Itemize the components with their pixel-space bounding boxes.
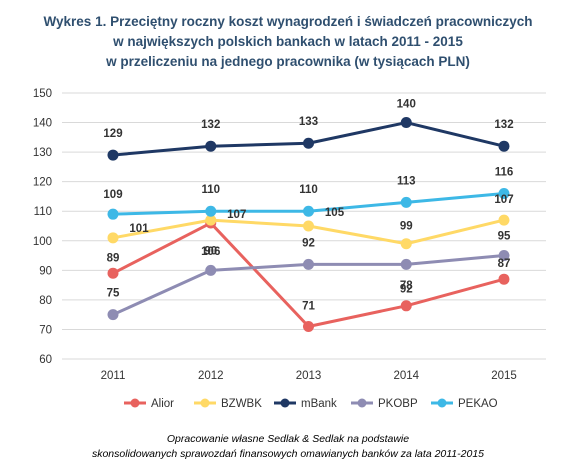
data-point-pekao bbox=[205, 205, 217, 217]
data-label-pkobp: 95 bbox=[498, 231, 511, 243]
chart-title: Wykres 1. Przeciętny roczny koszt wynagr… bbox=[0, 12, 576, 72]
data-point-bzwbk bbox=[107, 232, 119, 244]
legend-label-pekao: PEKAO bbox=[458, 398, 498, 410]
data-label-alior: 106 bbox=[201, 246, 220, 258]
legend-marker-pekao bbox=[437, 398, 447, 408]
y-tick-label: 140 bbox=[33, 118, 52, 130]
data-label-pkobp: 92 bbox=[302, 237, 315, 249]
data-point-alior bbox=[498, 273, 510, 285]
legend-label-alior: Alior bbox=[151, 398, 174, 410]
data-point-bzwbk bbox=[205, 214, 217, 226]
data-point-pkobp bbox=[107, 309, 119, 321]
y-tick-label: 120 bbox=[33, 177, 52, 189]
data-label-pkobp: 92 bbox=[400, 283, 413, 295]
source-note-line-1: Opracowanie własne Sedlak & Sedlak na po… bbox=[166, 433, 410, 445]
chart-title-line-2: w największych polskich bankach w latach… bbox=[113, 34, 463, 49]
data-label-bzwbk: 107 bbox=[494, 194, 513, 206]
y-tick-label: 110 bbox=[34, 206, 52, 218]
data-point-pekao bbox=[107, 208, 119, 220]
x-tick-label: 2014 bbox=[393, 370, 419, 382]
data-label-pekao: 116 bbox=[495, 166, 514, 178]
data-point-mbank bbox=[400, 117, 412, 129]
data-point-bzwbk bbox=[303, 220, 314, 232]
source-note: Opracowanie własne Sedlak & Sedlak na po… bbox=[0, 432, 576, 462]
y-tick-label: 80 bbox=[39, 295, 52, 307]
x-tick-label: 2012 bbox=[198, 370, 224, 382]
data-point-pkobp bbox=[205, 264, 217, 276]
y-tick-label: 70 bbox=[39, 324, 52, 336]
data-point-mbank bbox=[107, 149, 119, 161]
data-point-pkobp bbox=[498, 250, 510, 262]
data-label-pekao: 110 bbox=[201, 184, 220, 196]
legend-marker-bzwbk bbox=[200, 398, 210, 408]
source-note-line-2: skonsolidowanych sprawozdań finansowych … bbox=[91, 448, 485, 460]
data-label-alior: 71 bbox=[302, 300, 315, 312]
data-label-alior: 78 bbox=[400, 280, 413, 292]
data-point-mbank bbox=[205, 140, 217, 152]
chart-title-line-1: Wykres 1. Przeciętny roczny koszt wynagr… bbox=[43, 14, 533, 29]
data-label-mbank: 132 bbox=[201, 119, 220, 131]
y-tick-label: 60 bbox=[39, 354, 52, 366]
y-tick-label: 150 bbox=[33, 88, 52, 100]
data-point-pkobp bbox=[400, 258, 412, 270]
data-label-alior: 89 bbox=[107, 252, 120, 264]
data-label-mbank: 140 bbox=[397, 99, 416, 111]
data-label-alior: 87 bbox=[498, 258, 511, 270]
data-point-bzwbk bbox=[498, 214, 510, 226]
data-label-mbank: 129 bbox=[103, 128, 122, 140]
y-tick-label: 100 bbox=[33, 236, 52, 248]
legend-label-pkobp: PKOBP bbox=[378, 398, 418, 410]
data-label-bzwbk: 99 bbox=[400, 221, 413, 233]
y-tick-label: 90 bbox=[39, 265, 52, 277]
legend-label-mbank: mBank bbox=[301, 398, 337, 410]
data-point-alior bbox=[303, 320, 314, 332]
data-point-alior bbox=[400, 300, 412, 312]
data-label-pekao: 109 bbox=[103, 189, 122, 201]
data-label-bzwbk: 105 bbox=[325, 207, 345, 219]
data-label-pkobp: 90 bbox=[204, 245, 217, 257]
x-tick-label: 2013 bbox=[296, 370, 322, 382]
data-label-mbank: 132 bbox=[494, 119, 513, 131]
data-label-bzwbk: 107 bbox=[227, 209, 246, 221]
y-tick-label: 130 bbox=[33, 147, 52, 159]
data-label-pekao: 113 bbox=[397, 175, 416, 187]
data-point-mbank bbox=[303, 137, 314, 149]
chart-title-line-3: w przeliczeniu na jednego pracownika (w … bbox=[106, 54, 470, 69]
x-tick-label: 2011 bbox=[101, 370, 126, 382]
data-point-bzwbk bbox=[400, 238, 412, 250]
x-tick-label: 2015 bbox=[491, 370, 517, 382]
legend-label-bzwbk: BZWBK bbox=[221, 398, 262, 410]
data-point-pkobp bbox=[303, 258, 314, 270]
data-point-alior bbox=[107, 267, 119, 279]
data-label-mbank: 133 bbox=[299, 116, 318, 128]
data-label-pekao: 110 bbox=[299, 184, 318, 196]
data-point-pekao bbox=[400, 196, 412, 208]
legend-marker-pkobp bbox=[357, 398, 367, 408]
data-point-pekao bbox=[498, 187, 510, 199]
legend-marker-mbank bbox=[280, 398, 290, 408]
data-point-mbank bbox=[498, 140, 510, 152]
data-point-pekao bbox=[303, 205, 314, 217]
legend-marker-alior bbox=[130, 398, 140, 408]
data-label-bzwbk: 101 bbox=[129, 223, 149, 235]
data-label-pkobp: 75 bbox=[107, 288, 120, 300]
